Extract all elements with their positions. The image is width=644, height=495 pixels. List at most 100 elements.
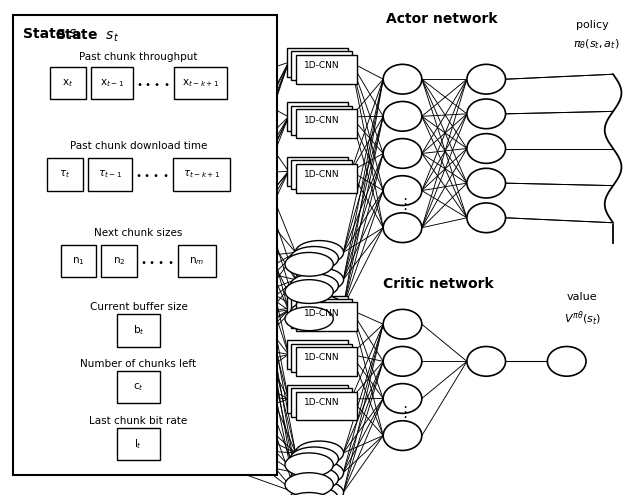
Text: 1D-CNN: 1D-CNN: [304, 170, 339, 179]
FancyBboxPatch shape: [61, 245, 96, 277]
FancyBboxPatch shape: [47, 158, 82, 191]
Circle shape: [467, 346, 506, 376]
Ellipse shape: [290, 487, 339, 495]
FancyBboxPatch shape: [88, 158, 131, 191]
Ellipse shape: [285, 473, 334, 495]
Ellipse shape: [295, 481, 343, 495]
FancyBboxPatch shape: [117, 371, 160, 403]
Text: l$_t$: l$_t$: [135, 438, 142, 451]
FancyBboxPatch shape: [117, 428, 160, 460]
Text: $\tau_{t-k+1}$: $\tau_{t-k+1}$: [183, 169, 220, 180]
FancyBboxPatch shape: [291, 160, 352, 189]
Text: c$_t$: c$_t$: [133, 382, 144, 393]
Text: $\vdots$: $\vdots$: [397, 196, 408, 212]
Ellipse shape: [285, 493, 334, 495]
Ellipse shape: [295, 295, 343, 319]
FancyBboxPatch shape: [296, 392, 357, 420]
Text: Next chunk sizes: Next chunk sizes: [94, 228, 183, 238]
Text: Critic network: Critic network: [383, 277, 494, 291]
Ellipse shape: [285, 307, 334, 331]
FancyBboxPatch shape: [287, 102, 348, 131]
FancyBboxPatch shape: [13, 15, 277, 475]
Text: $\pi_\theta(s_t, a_t)$: $\pi_\theta(s_t, a_t)$: [573, 37, 620, 50]
Circle shape: [467, 134, 506, 163]
Ellipse shape: [285, 453, 334, 477]
Text: Last chunk bit rate: Last chunk bit rate: [90, 416, 187, 426]
Text: $\bullet\bullet\bullet\bullet$: $\bullet\bullet\bullet\bullet$: [135, 169, 169, 180]
Ellipse shape: [290, 274, 339, 297]
Circle shape: [467, 203, 506, 233]
FancyBboxPatch shape: [291, 344, 352, 372]
Circle shape: [467, 168, 506, 198]
Ellipse shape: [295, 268, 343, 292]
Text: n$_1$: n$_1$: [72, 255, 84, 267]
Circle shape: [383, 346, 422, 376]
FancyBboxPatch shape: [296, 164, 357, 193]
Text: policy: policy: [576, 20, 609, 30]
Text: x$_{t-k+1}$: x$_{t-k+1}$: [182, 77, 219, 89]
FancyBboxPatch shape: [174, 67, 227, 99]
Text: $\bullet\bullet\bullet\bullet$: $\bullet\bullet\bullet\bullet$: [136, 78, 171, 88]
Circle shape: [383, 64, 422, 94]
Text: n$_m$: n$_m$: [189, 255, 205, 267]
Text: x$_t$: x$_t$: [62, 77, 73, 89]
Text: Actor network: Actor network: [386, 12, 498, 26]
Text: b$_t$: b$_t$: [133, 324, 144, 337]
Text: $V^{\pi\theta}(s_t)$: $V^{\pi\theta}(s_t)$: [564, 309, 601, 328]
Text: $\mathbf{State}$  $s_t$: $\mathbf{State}$ $s_t$: [55, 27, 119, 44]
Text: Past chunk throughput: Past chunk throughput: [79, 52, 198, 62]
Text: State: State: [23, 27, 70, 41]
Circle shape: [467, 99, 506, 129]
Text: $\tau_{t-1}$: $\tau_{t-1}$: [98, 169, 122, 180]
Text: Past chunk download time: Past chunk download time: [70, 141, 207, 151]
FancyBboxPatch shape: [287, 48, 348, 77]
Circle shape: [383, 213, 422, 243]
Text: 1D-CNN: 1D-CNN: [304, 309, 339, 318]
FancyBboxPatch shape: [291, 51, 352, 80]
FancyBboxPatch shape: [178, 245, 216, 277]
Circle shape: [547, 346, 586, 376]
Circle shape: [383, 309, 422, 339]
Ellipse shape: [285, 252, 334, 276]
FancyBboxPatch shape: [296, 347, 357, 376]
Ellipse shape: [290, 301, 339, 325]
Text: $s_t$: $s_t$: [68, 27, 81, 42]
Ellipse shape: [290, 447, 339, 471]
Circle shape: [383, 176, 422, 205]
Text: value: value: [567, 292, 598, 302]
FancyBboxPatch shape: [296, 109, 357, 138]
Circle shape: [383, 421, 422, 450]
FancyBboxPatch shape: [287, 296, 348, 324]
FancyBboxPatch shape: [117, 314, 160, 346]
Ellipse shape: [290, 467, 339, 491]
Text: Current buffer size: Current buffer size: [90, 302, 187, 312]
Text: Number of chunks left: Number of chunks left: [80, 359, 196, 369]
Ellipse shape: [285, 280, 334, 303]
Circle shape: [383, 384, 422, 413]
Ellipse shape: [290, 247, 339, 270]
Ellipse shape: [295, 241, 343, 264]
Circle shape: [383, 101, 422, 131]
FancyBboxPatch shape: [291, 388, 352, 417]
Text: 1D-CNN: 1D-CNN: [304, 353, 339, 362]
FancyBboxPatch shape: [291, 106, 352, 135]
Ellipse shape: [295, 441, 343, 465]
FancyBboxPatch shape: [91, 67, 133, 99]
Text: n$_2$: n$_2$: [113, 255, 125, 267]
Text: 1D-CNN: 1D-CNN: [304, 398, 339, 407]
FancyBboxPatch shape: [173, 158, 229, 191]
FancyBboxPatch shape: [296, 302, 357, 331]
FancyBboxPatch shape: [287, 340, 348, 369]
Ellipse shape: [295, 461, 343, 485]
FancyBboxPatch shape: [291, 299, 352, 328]
FancyBboxPatch shape: [296, 55, 357, 84]
FancyBboxPatch shape: [287, 385, 348, 413]
FancyBboxPatch shape: [287, 157, 348, 186]
Text: x$_{t-1}$: x$_{t-1}$: [100, 77, 124, 89]
Circle shape: [383, 139, 422, 168]
Text: 1D-CNN: 1D-CNN: [304, 116, 339, 125]
FancyBboxPatch shape: [101, 245, 137, 277]
Text: $\tau_t$: $\tau_t$: [59, 169, 71, 180]
Text: $\bullet\bullet\bullet\bullet$: $\bullet\bullet\bullet\bullet$: [140, 256, 175, 266]
Text: 1D-CNN: 1D-CNN: [304, 61, 339, 70]
